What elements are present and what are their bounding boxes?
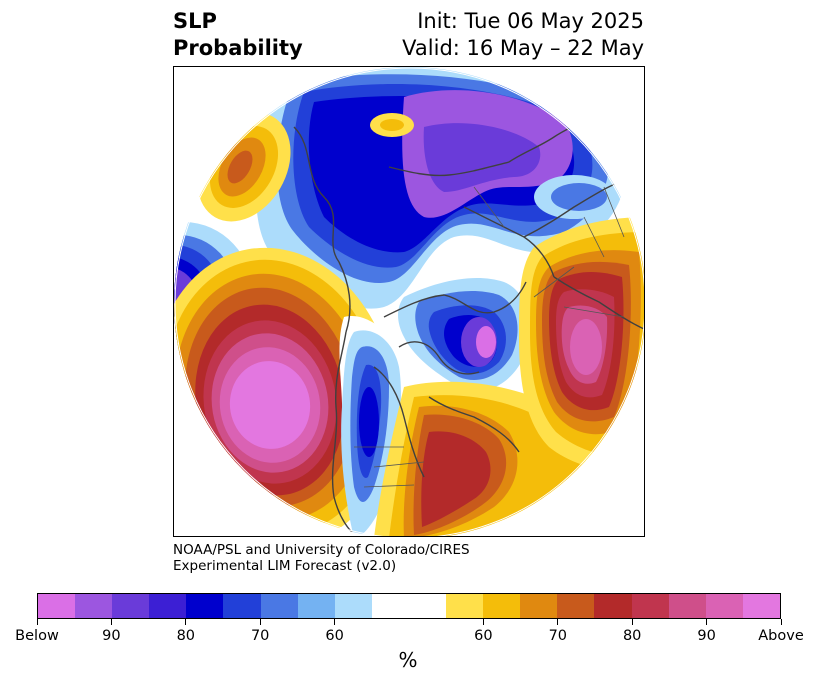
colorbar-tick-label: 60 [474, 628, 493, 644]
valid-date-range: Valid: 16 May – 22 May [402, 36, 644, 60]
colorbar-tick-label: 80 [622, 628, 642, 644]
map-title: SLP Probability [173, 8, 303, 62]
colorbar-tick [631, 619, 633, 625]
colorbar-tick-label: 70 [250, 628, 270, 644]
pacific-above-max [229, 361, 311, 449]
init-date: Init: Tue 06 May 2025 [417, 9, 644, 33]
colorbar-segment [112, 594, 150, 618]
upperleft-above-90 [227, 150, 253, 184]
title-line-1: SLP [173, 9, 217, 33]
country-borders [354, 186, 625, 488]
colorbar-segment [260, 594, 298, 618]
colorbar-segment [520, 594, 558, 618]
colorbar-tick [259, 619, 261, 625]
credit-line-1: NOAA/PSL and University of Colorado/CIRE… [173, 542, 470, 558]
colorbar-tick-label: 90 [697, 628, 716, 644]
colorbar-tick [110, 619, 112, 625]
colorbar-tick-label: 90 [102, 628, 121, 644]
colorbar-segment [223, 594, 261, 618]
colorbar-segment [408, 594, 447, 618]
central-below-max [476, 326, 496, 358]
colorbar-tick-label: 60 [325, 628, 344, 644]
colorbar-segment [334, 594, 372, 618]
arctic-above-spot-core [380, 119, 404, 131]
colorbar-segment [594, 594, 632, 618]
colorbar-tick-label: 80 [176, 628, 196, 644]
eurasia-above-max [570, 319, 602, 375]
colorbar-tick-label: Above [758, 628, 804, 644]
colorbar-segment [742, 594, 780, 618]
colorbar-segment [668, 594, 706, 618]
colorbar-tick [334, 619, 336, 625]
colorbar-segment [631, 594, 669, 618]
atlantic-above-90 [421, 431, 491, 527]
colorbar-tick [706, 619, 708, 625]
europe-below-70 [551, 183, 607, 211]
na-below-90 [359, 387, 379, 457]
forecast-dates: Init: Tue 06 May 2025 Valid: 16 May – 22… [402, 8, 644, 62]
colorbar-segment [297, 594, 335, 618]
colorbar-tick [557, 619, 559, 625]
credit-line-2: Experimental LIM Forecast (v2.0) [173, 558, 397, 574]
map-edge [174, 67, 644, 536]
colorbar-segment [483, 594, 521, 618]
colorbar-segment [705, 594, 743, 618]
colorbar-tick [482, 619, 484, 625]
colorbar [37, 593, 781, 619]
colorbar-segment [371, 594, 409, 618]
credit-text: NOAA/PSL and University of Colorado/CIRE… [173, 542, 470, 574]
colorbar-tick-label: 70 [548, 628, 568, 644]
colorbar-segment [75, 594, 113, 618]
colorbar-segment [557, 594, 595, 618]
colorbar-segment [186, 594, 224, 618]
colorbar-segment [149, 594, 187, 618]
colorbar-tick [185, 619, 187, 625]
colorbar-unit: % [398, 648, 418, 672]
colorbar-tick [780, 619, 782, 625]
colorbar-segment [38, 594, 76, 618]
colorbar-segment [446, 594, 484, 618]
probability-map [174, 67, 644, 536]
title-line-2: Probability [173, 36, 303, 60]
map-panel [173, 66, 645, 537]
colorbar-tick [36, 619, 38, 625]
colorbar-tick-label: Below [15, 628, 59, 644]
